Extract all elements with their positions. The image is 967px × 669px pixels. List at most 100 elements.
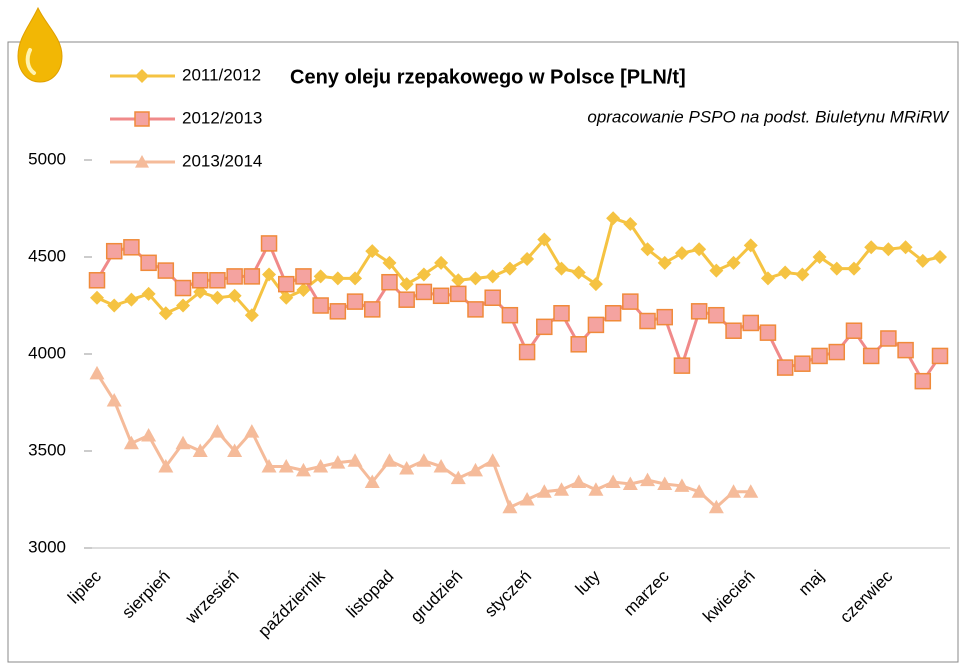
x-tick-label: luty <box>572 566 604 598</box>
data-point <box>209 272 226 289</box>
data-point <box>915 253 930 268</box>
data-point <box>880 330 897 347</box>
data-point <box>450 470 466 485</box>
data-point <box>141 286 156 301</box>
data-point <box>433 459 449 473</box>
x-tick-label: sierpień <box>118 567 174 623</box>
data-point <box>726 255 741 270</box>
data-point <box>348 271 363 286</box>
data-point <box>141 427 157 442</box>
data-point <box>123 239 140 256</box>
data-point <box>382 255 397 270</box>
data-point <box>536 484 552 498</box>
data-point <box>485 269 500 284</box>
data-point <box>933 250 947 264</box>
data-point <box>416 267 431 282</box>
data-point <box>623 217 638 232</box>
data-point <box>485 453 501 467</box>
legend-label: 2011/2012 <box>182 65 261 84</box>
data-point <box>640 472 656 487</box>
data-point <box>708 306 725 324</box>
series-line <box>96 216 941 318</box>
data-point <box>778 265 793 280</box>
data-point <box>588 482 604 496</box>
data-point <box>897 341 914 359</box>
data-point <box>295 462 311 477</box>
data-point <box>537 232 552 247</box>
data-point <box>898 240 913 255</box>
data-point <box>157 262 175 279</box>
data-point <box>709 263 724 278</box>
data-point <box>518 343 536 361</box>
data-point <box>691 484 707 498</box>
data-point <box>536 318 553 336</box>
x-tick-label: październik <box>254 566 329 641</box>
data-point <box>260 235 278 252</box>
x-tick-label: kwiecień <box>699 567 759 627</box>
data-point <box>295 268 312 285</box>
y-tick-label: 5000 <box>28 149 66 168</box>
data-point <box>330 271 345 286</box>
oil-drop-icon <box>17 6 63 83</box>
data-point <box>381 453 397 467</box>
data-point <box>158 306 173 321</box>
data-point <box>743 238 758 253</box>
data-point <box>210 290 225 305</box>
data-point <box>467 462 483 477</box>
x-tick-label: listopad <box>343 567 398 622</box>
data-point <box>692 242 707 257</box>
data-point <box>828 343 846 361</box>
data-point <box>759 324 777 341</box>
data-point <box>862 347 880 365</box>
data-point <box>639 312 656 330</box>
data-point <box>794 355 811 372</box>
data-point <box>226 268 243 285</box>
data-point <box>553 305 570 322</box>
data-point <box>554 261 569 276</box>
data-point <box>467 301 484 318</box>
legend-label: 2013/2014 <box>182 151 262 170</box>
data-point <box>398 291 415 308</box>
data-point <box>434 255 449 270</box>
data-point <box>640 242 655 257</box>
data-point <box>399 460 415 475</box>
legend-marker <box>135 155 149 168</box>
data-point <box>296 282 311 297</box>
data-point <box>365 244 380 259</box>
data-point <box>588 277 603 292</box>
data-point <box>725 322 742 339</box>
data-point <box>244 424 260 438</box>
data-point <box>606 211 621 226</box>
data-point <box>776 359 794 376</box>
data-point <box>227 443 243 457</box>
data-point <box>502 261 517 276</box>
data-point <box>346 293 364 310</box>
data-point <box>726 484 742 498</box>
data-point <box>312 297 329 314</box>
data-point <box>176 298 191 313</box>
data-point <box>381 273 398 291</box>
data-point <box>124 292 139 307</box>
data-point <box>501 306 519 324</box>
data-point <box>656 308 673 326</box>
data-point <box>313 269 328 284</box>
data-point <box>846 261 861 276</box>
legend-marker <box>135 69 149 83</box>
chart-subtitle: opracowanie PSPO na podst. Biuletynu MRi… <box>587 107 950 126</box>
x-tick-label: maj <box>795 567 828 600</box>
data-point <box>881 242 896 257</box>
data-point <box>520 251 535 266</box>
data-point <box>587 316 605 334</box>
data-point <box>243 268 261 285</box>
data-point <box>812 250 827 264</box>
data-point <box>605 474 621 489</box>
chart-title: Ceny oleju rzepakowego w Polsce [PLN/t] <box>290 66 686 88</box>
data-point <box>330 455 346 469</box>
data-point <box>432 287 450 305</box>
x-tick-label: grudzień <box>407 567 467 627</box>
data-point <box>622 293 639 310</box>
data-point <box>673 357 691 374</box>
data-point <box>795 267 810 282</box>
data-point <box>571 474 587 489</box>
data-point <box>742 314 760 332</box>
